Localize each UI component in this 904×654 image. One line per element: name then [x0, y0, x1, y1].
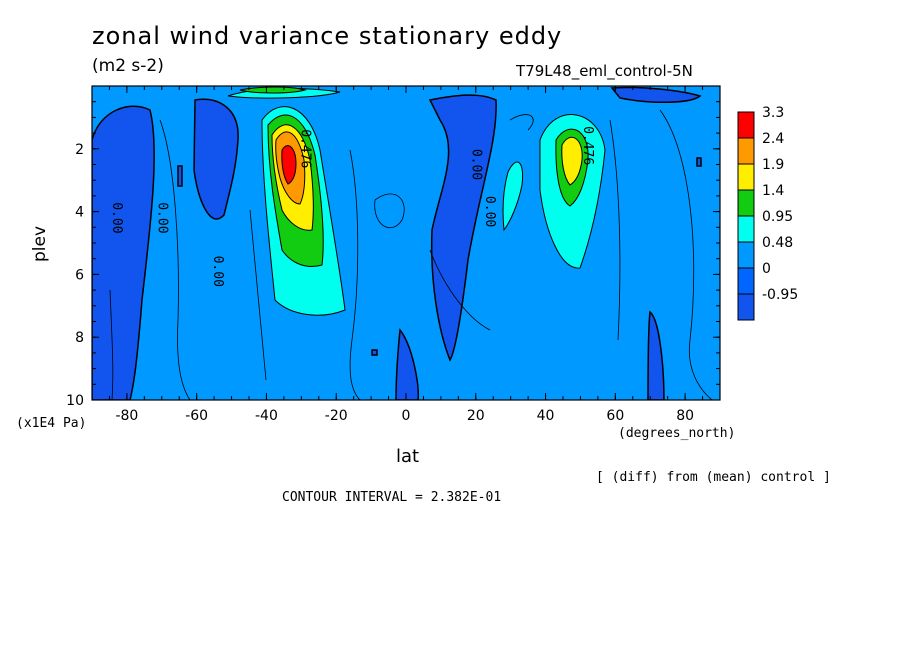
- x-tick-label: 40: [537, 408, 555, 424]
- colorbar-swatch: [737, 215, 755, 243]
- contour-label: 0.00: [154, 202, 169, 233]
- x-tick-label: -60: [185, 408, 208, 424]
- colorbar-swatch: [737, 241, 755, 269]
- colorbar-swatch: [737, 189, 755, 217]
- chart-title: zonal wind variance stationary eddy: [92, 22, 563, 50]
- contour-label: 0.00: [468, 149, 483, 180]
- colorbar-label: 1.4: [762, 183, 784, 199]
- x-tick-label: -20: [325, 408, 348, 424]
- x-tick-label: 80: [676, 408, 694, 424]
- axis-tick-labels: -80 -60 -40 -20 0 20 40 60 80 2 4 6 8 10: [66, 142, 694, 424]
- colorbar-label: 0.48: [762, 235, 793, 251]
- colorbar-label: -0.95: [762, 287, 798, 303]
- run-label: T79L48_eml_control-5N: [516, 62, 693, 80]
- contour-label: 0.00: [482, 196, 497, 227]
- x-axis-units: (degrees_north): [618, 426, 736, 441]
- y-tick-label: 2: [75, 142, 84, 158]
- x-tick-label: 0: [402, 408, 411, 424]
- x-tick-label: -40: [255, 408, 278, 424]
- x-axis-label: lat: [396, 446, 420, 467]
- negative-regions: [92, 86, 702, 400]
- x-tick-label: -80: [115, 408, 138, 424]
- contour-label: 0.00: [109, 202, 124, 233]
- colorbar-label: 3.3: [762, 105, 784, 121]
- y-tick-label: 10: [66, 393, 84, 409]
- contour-labels: 0.00 0.00 0.00 0.476 0.00 0.00 0.476: [109, 126, 595, 287]
- colorbar-label: 2.4: [762, 131, 784, 147]
- axis-ticks: [91, 85, 721, 401]
- colorbar-swatch: [737, 293, 755, 321]
- x-tick-label: 60: [606, 408, 624, 424]
- colorbar-label: 0.95: [762, 209, 793, 225]
- colorbar-swatch: [737, 163, 755, 191]
- x-tick-label: 20: [467, 408, 485, 424]
- contour-interval: CONTOUR INTERVAL = 2.382E-01: [282, 490, 502, 505]
- colorbar-label: 0: [762, 261, 771, 277]
- diff-note: [ (diff) from (mean) control ]: [596, 470, 831, 485]
- colorbar-swatch: [737, 111, 755, 139]
- colorbar: 3.3 2.4 1.9 1.4 0.95 0.48 0 -0.95: [737, 105, 798, 321]
- y-axis-units: (x1E4 Pa): [16, 416, 87, 431]
- y-tick-label: 6: [75, 267, 84, 283]
- red-regions: [281, 145, 297, 185]
- contour-label: 0.476: [297, 129, 312, 168]
- y-tick-label: 4: [75, 205, 84, 221]
- contour-lines: [109, 109, 713, 400]
- contour-label: 0.00: [210, 256, 225, 287]
- contour-label: 0.476: [580, 126, 595, 165]
- colorbar-swatch: [737, 137, 755, 165]
- colorbar-swatch: [737, 267, 755, 295]
- y-tick-label: 8: [75, 330, 84, 346]
- chart-units: (m2 s-2): [92, 56, 164, 76]
- colorbar-label: 1.9: [762, 157, 784, 173]
